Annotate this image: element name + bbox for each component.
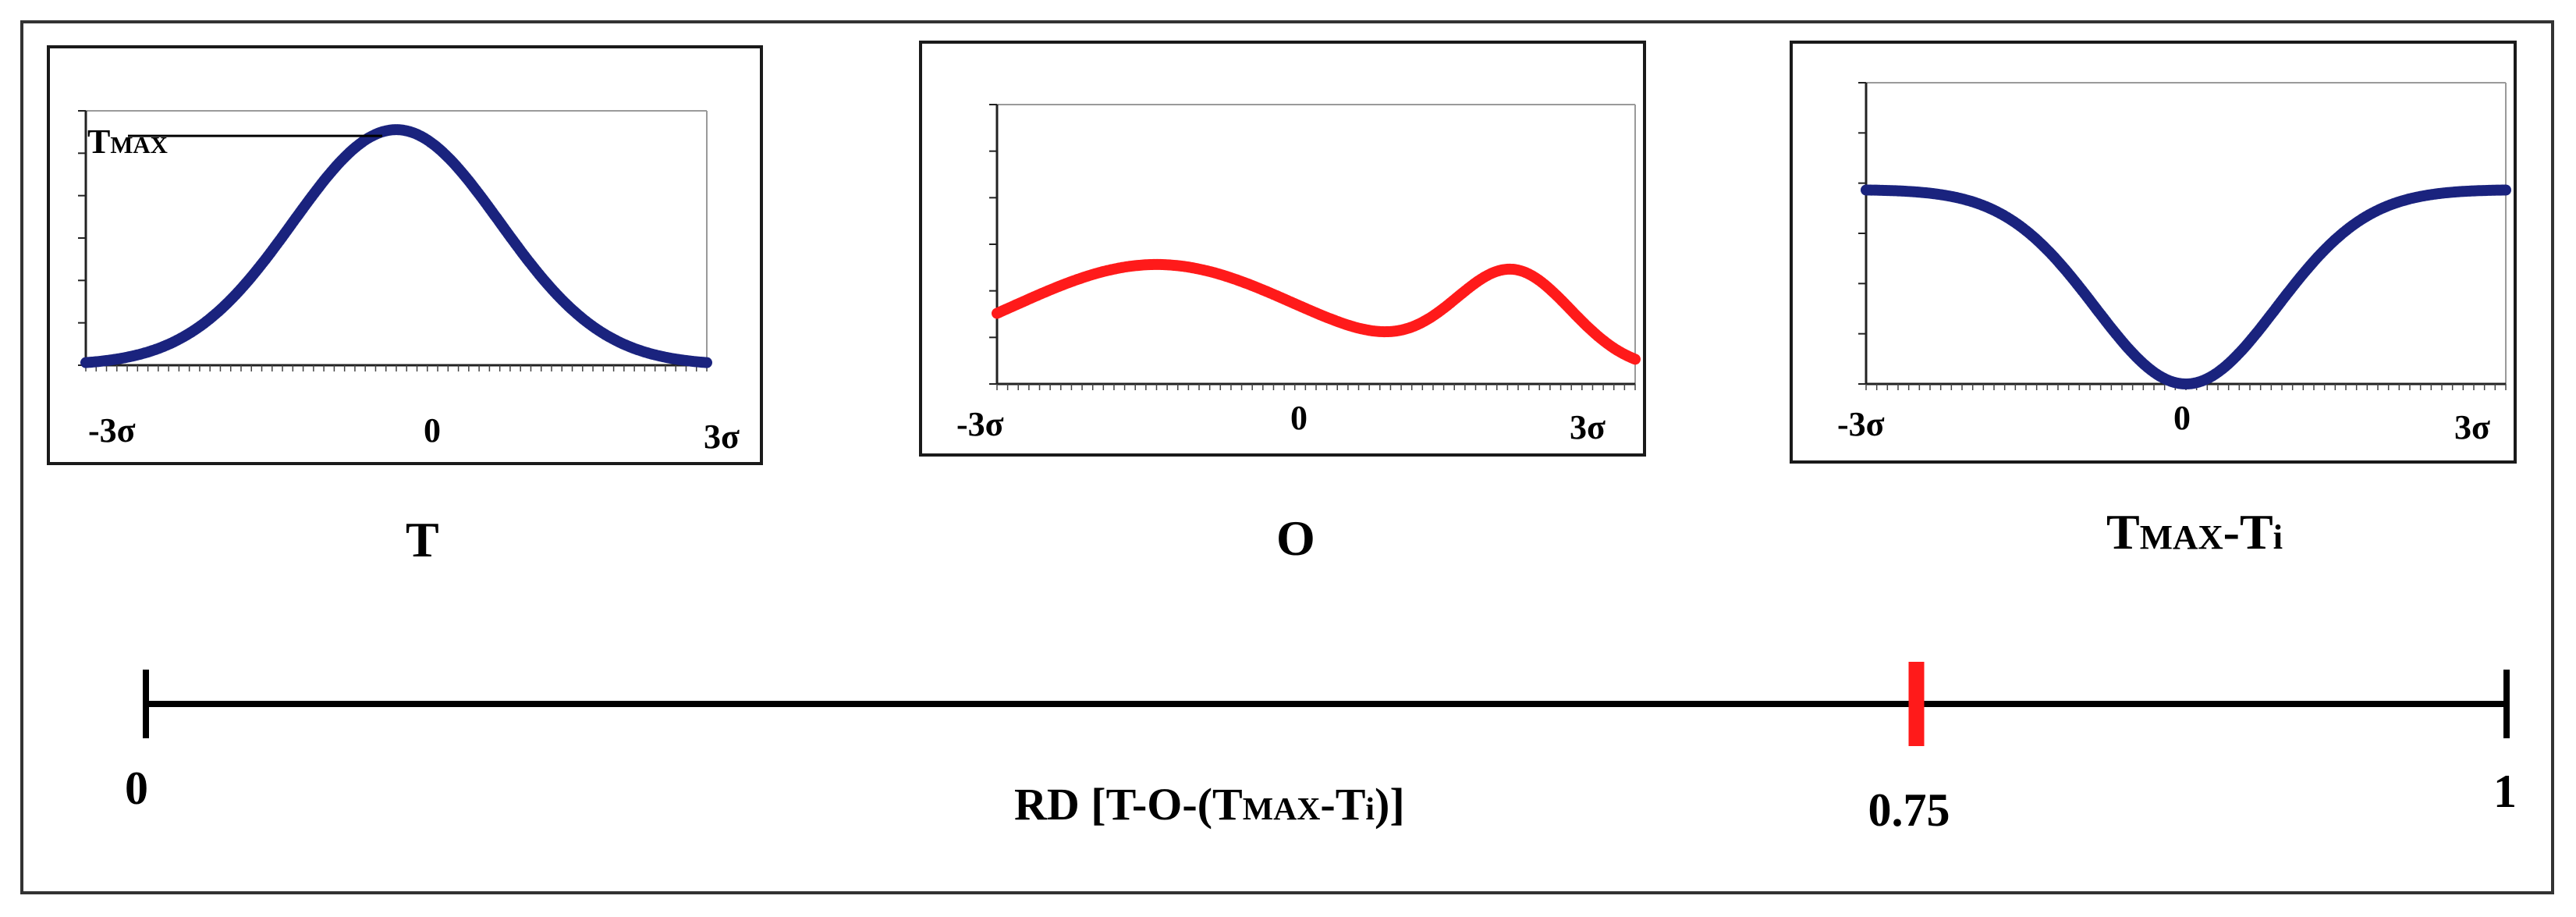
rd-scale-marker-label: 0.75 bbox=[1868, 784, 1950, 836]
chart-panel-t bbox=[47, 45, 763, 465]
chart-o-tick-left: -3σ bbox=[956, 405, 1004, 443]
chart-o-tick-right: 3σ bbox=[1570, 408, 1606, 446]
chart-t-series-line bbox=[80, 124, 712, 368]
chart-panel-tmax-minus-ti bbox=[1790, 41, 2517, 464]
chart-o-plot bbox=[989, 104, 1641, 390]
chart-o-series-core bbox=[993, 261, 1639, 363]
rd-scale-title: RD [T-O-(TMAX-Ti)] bbox=[1014, 779, 1405, 830]
tmax-annotation: TMAX bbox=[87, 123, 168, 161]
chart-o-tick-center: 0 bbox=[1290, 399, 1308, 437]
chart-tmax-minus-ti-tick-right: 3σ bbox=[2454, 408, 2490, 446]
chart-o-caption: O bbox=[1276, 510, 1315, 566]
chart-tmax-minus-ti-plot bbox=[1858, 82, 2511, 390]
figure-frame bbox=[20, 20, 2554, 894]
chart-t-caption: T bbox=[406, 512, 439, 567]
rd-scale-max-label: 1 bbox=[2493, 766, 2517, 817]
chart-tmax-minus-ti-tick-left: -3σ bbox=[1837, 405, 1885, 443]
chart-t-series-core bbox=[82, 126, 711, 367]
chart-tmax-minus-ti-series-line bbox=[1861, 184, 2511, 389]
chart-t-tick-center: 0 bbox=[424, 411, 441, 450]
chart-tmax-minus-ti-tick-center: 0 bbox=[2173, 399, 2191, 437]
chart-panel-o bbox=[919, 41, 1646, 457]
chart-tmax-minus-ti-caption: TMAX-Ti bbox=[2106, 504, 2283, 560]
rd-scale-min-label: 0 bbox=[125, 762, 148, 814]
chart-t-plot bbox=[78, 110, 712, 371]
chart-t-tick-right: 3σ bbox=[704, 418, 740, 456]
chart-tmax-minus-ti-series-core bbox=[1862, 187, 2510, 388]
chart-t-tick-left: -3σ bbox=[88, 411, 136, 450]
